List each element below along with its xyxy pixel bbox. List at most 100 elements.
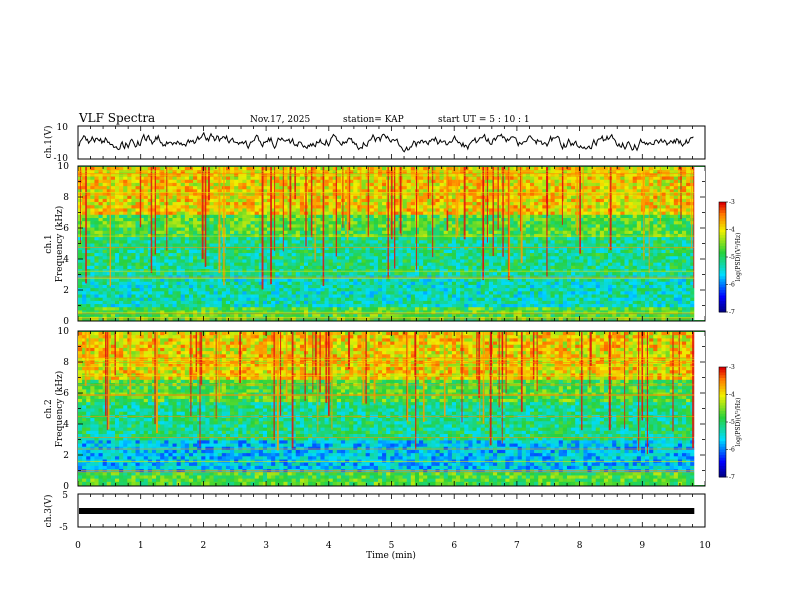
spectrogram-cell — [629, 167, 634, 171]
spectrogram-cell — [563, 244, 568, 248]
spectrogram-cell — [419, 244, 424, 248]
spectrogram-cell — [103, 253, 108, 257]
spectrogram-cell — [551, 266, 556, 270]
spectrogram-cell — [296, 186, 301, 190]
spectrogram-cell — [263, 266, 268, 270]
spectrogram-cell — [185, 196, 190, 200]
spectrogram-cell — [156, 244, 161, 248]
spectrogram-cell — [123, 228, 128, 232]
spectrogram-cell — [637, 215, 642, 219]
spectrogram-cell — [407, 212, 412, 216]
spectrogram-cell — [189, 186, 194, 190]
spectrogram-cell — [674, 196, 679, 200]
spectrogram-cell — [242, 186, 247, 190]
spectrogram-cell — [678, 224, 683, 228]
spectrogram-cell — [177, 186, 182, 190]
spectrogram-cell — [119, 253, 124, 257]
spectrogram-cell — [275, 266, 280, 270]
spectrogram-cell — [448, 177, 453, 181]
spectrogram-cell — [555, 186, 560, 190]
spectrogram-cell — [435, 177, 440, 181]
spectrogram-cell — [103, 228, 108, 232]
spectrogram-cell — [353, 218, 358, 222]
spectrogram-cell — [251, 199, 256, 203]
spectrogram-cell — [255, 212, 260, 216]
spectrogram-cell — [620, 196, 625, 200]
spectrogram-cell — [637, 228, 642, 232]
spectrogram-cell — [312, 224, 317, 228]
spectrogram-cell — [193, 215, 198, 219]
spectrogram-cell — [362, 215, 367, 219]
spectrogram-cell — [588, 208, 593, 212]
spectrogram-cell — [448, 259, 453, 263]
spectrogram-cell — [542, 250, 547, 254]
spectrogram-cell — [444, 253, 449, 257]
spectrogram-cell — [534, 183, 539, 187]
spectrogram-cell — [242, 256, 247, 260]
spectrogram-cell — [246, 180, 251, 184]
spectrogram-cell — [600, 202, 605, 206]
spectrogram-cell — [345, 253, 350, 257]
spectrogram-cell — [518, 266, 523, 270]
spectrogram-cell — [509, 177, 514, 181]
spectrogram-cell — [111, 186, 116, 190]
spectrogram-cell — [123, 186, 128, 190]
spectrogram-cell — [292, 237, 297, 241]
spectrogram-cell — [325, 167, 330, 171]
spectrogram-cell — [530, 250, 535, 254]
spectrogram-cell — [123, 240, 128, 244]
spectrogram-cell — [329, 259, 334, 263]
spectrogram-cell — [624, 205, 629, 209]
spectrogram-cell — [637, 180, 642, 184]
spectrogram-cell — [530, 183, 535, 187]
spectrogram-cell — [374, 256, 379, 260]
spectrogram-cell — [649, 212, 654, 216]
spectrogram-cell — [255, 167, 260, 171]
spectrogram-cell — [226, 272, 231, 276]
spectrogram-cell — [427, 244, 432, 248]
spectrogram-cell — [312, 215, 317, 219]
spectrogram-cell — [275, 212, 280, 216]
spectrogram-cell — [189, 208, 194, 212]
spectrogram-cell — [136, 177, 141, 181]
spectrogram-cell — [337, 263, 342, 267]
spectrogram-cell — [620, 240, 625, 244]
spectrogram-cell — [197, 208, 202, 212]
spectrogram-cell — [399, 250, 404, 254]
spectrogram-cell — [612, 224, 617, 228]
spectrogram-cell — [452, 269, 457, 273]
spectrogram-cell — [653, 208, 658, 212]
spectrogram-cell — [234, 259, 239, 263]
spectrogram-cell — [423, 205, 428, 209]
spectrogram-cell — [686, 266, 691, 270]
spectrogram-cell — [99, 231, 104, 235]
spectrogram-cell — [209, 256, 214, 260]
spectrogram-cell — [538, 177, 543, 181]
spectrogram-cell — [251, 259, 256, 263]
spectrogram-cell — [448, 228, 453, 232]
spectrogram-cell — [612, 240, 617, 244]
spectrogram-cell — [263, 183, 268, 187]
spectrogram-cell — [99, 237, 104, 241]
spectrogram-cell — [353, 202, 358, 206]
spectrogram-cell — [226, 240, 231, 244]
spectrogram-cell — [226, 266, 231, 270]
spectrogram-cell — [337, 269, 342, 273]
spectrogram-cell — [214, 218, 219, 222]
spectrogram-cell — [131, 177, 136, 181]
spectrogram-cell — [423, 266, 428, 270]
spectrogram-cell — [345, 263, 350, 267]
spectrogram-cell — [551, 183, 556, 187]
spectrogram-cell — [448, 218, 453, 222]
spectrogram-cell — [234, 231, 239, 235]
spectrogram-cell — [501, 259, 506, 263]
spectrogram-cell — [620, 263, 625, 267]
spectrogram-cell — [353, 263, 358, 267]
spectrogram-cell — [551, 253, 556, 257]
spectrogram-cell — [103, 256, 108, 260]
spectrogram-cell — [509, 208, 514, 212]
spectrogram-cell — [435, 218, 440, 222]
spectrogram-cell — [123, 259, 128, 263]
spectrogram-cell — [263, 237, 268, 241]
spectrogram-cell — [316, 199, 321, 203]
